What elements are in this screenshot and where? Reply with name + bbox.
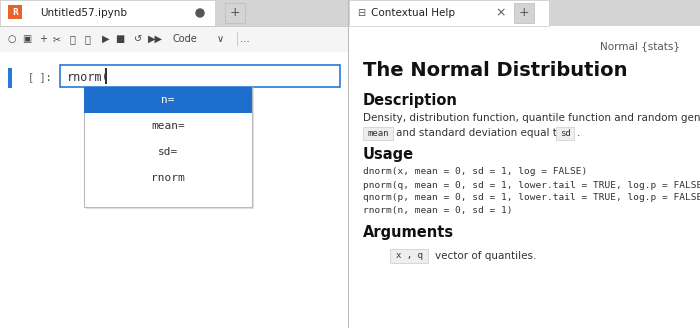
Text: +: + <box>519 7 529 19</box>
Text: mean: mean <box>368 129 388 138</box>
Bar <box>348 0 349 328</box>
Text: +: + <box>230 7 240 19</box>
Bar <box>0 52 348 328</box>
Bar <box>105 68 106 84</box>
Bar <box>0 52 348 328</box>
Text: +: + <box>39 34 47 44</box>
Bar <box>363 127 393 140</box>
Bar <box>0 0 348 26</box>
Bar <box>8 68 12 88</box>
Bar <box>60 65 340 87</box>
Text: Code: Code <box>173 34 197 44</box>
Text: pnorm(q, mean = 0, sd = 1, lower.tail = TRUE, log.p = FALSE): pnorm(q, mean = 0, sd = 1, lower.tail = … <box>363 180 700 190</box>
Text: dnorm(x, mean = 0, sd = 1, log = FALSE): dnorm(x, mean = 0, sd = 1, log = FALSE) <box>363 168 587 176</box>
Text: .: . <box>577 129 580 138</box>
Bar <box>86 89 254 209</box>
Text: Untitled57.ipynb: Untitled57.ipynb <box>40 8 127 18</box>
Text: sd=: sd= <box>158 147 178 157</box>
Text: n=: n= <box>161 95 175 105</box>
Bar <box>0 0 215 26</box>
Text: Arguments: Arguments <box>363 224 454 239</box>
Text: ⧉: ⧉ <box>69 34 75 44</box>
Text: Description: Description <box>363 92 458 108</box>
Text: ⊟: ⊟ <box>357 8 365 18</box>
Text: ∨: ∨ <box>216 34 223 44</box>
Bar <box>0 51 348 52</box>
Bar <box>556 127 574 140</box>
Text: ○: ○ <box>8 34 16 44</box>
Bar <box>225 3 245 23</box>
Text: Normal {stats}: Normal {stats} <box>600 41 680 51</box>
Text: sd: sd <box>559 129 570 138</box>
Text: Contextual Help: Contextual Help <box>371 8 455 18</box>
Bar <box>349 0 700 26</box>
Text: R: R <box>12 8 18 17</box>
Text: ✂: ✂ <box>53 34 61 44</box>
Text: x , q: x , q <box>395 252 422 260</box>
Text: ▶▶: ▶▶ <box>148 34 162 44</box>
Text: and standard deviation equal to: and standard deviation equal to <box>396 129 564 138</box>
Text: vector of quantiles.: vector of quantiles. <box>435 251 536 261</box>
Text: ▣: ▣ <box>22 34 32 44</box>
Text: ■: ■ <box>116 34 125 44</box>
Text: Density, distribution function, quantile function and random generation for t: Density, distribution function, quantile… <box>363 113 700 123</box>
Text: mean=: mean= <box>151 121 185 131</box>
Bar <box>0 52 348 328</box>
Text: ×: × <box>496 7 506 19</box>
Text: ⬜: ⬜ <box>84 34 90 44</box>
Text: qnorm(p, mean = 0, sd = 1, lower.tail = TRUE, log.p = FALSE): qnorm(p, mean = 0, sd = 1, lower.tail = … <box>363 194 700 202</box>
Text: Usage: Usage <box>363 148 414 162</box>
Bar <box>84 87 252 113</box>
Bar <box>0 26 348 27</box>
Circle shape <box>196 9 204 17</box>
Bar <box>8 5 22 19</box>
Text: rnorm(n, mean = 0, sd = 1): rnorm(n, mean = 0, sd = 1) <box>363 207 512 215</box>
Text: The Normal Distribution: The Normal Distribution <box>363 60 627 79</box>
Bar <box>390 249 428 263</box>
Bar <box>514 3 534 23</box>
Bar <box>0 26 348 52</box>
Bar <box>84 87 252 207</box>
Text: rnorm: rnorm <box>151 173 185 183</box>
Text: ▶: ▶ <box>102 34 110 44</box>
Text: ↺: ↺ <box>134 34 142 44</box>
Text: …: … <box>240 34 250 44</box>
Text: rnorm(: rnorm( <box>67 71 110 84</box>
Bar <box>349 0 549 26</box>
Bar <box>349 0 700 328</box>
Text: [ ]:: [ ]: <box>28 72 52 82</box>
